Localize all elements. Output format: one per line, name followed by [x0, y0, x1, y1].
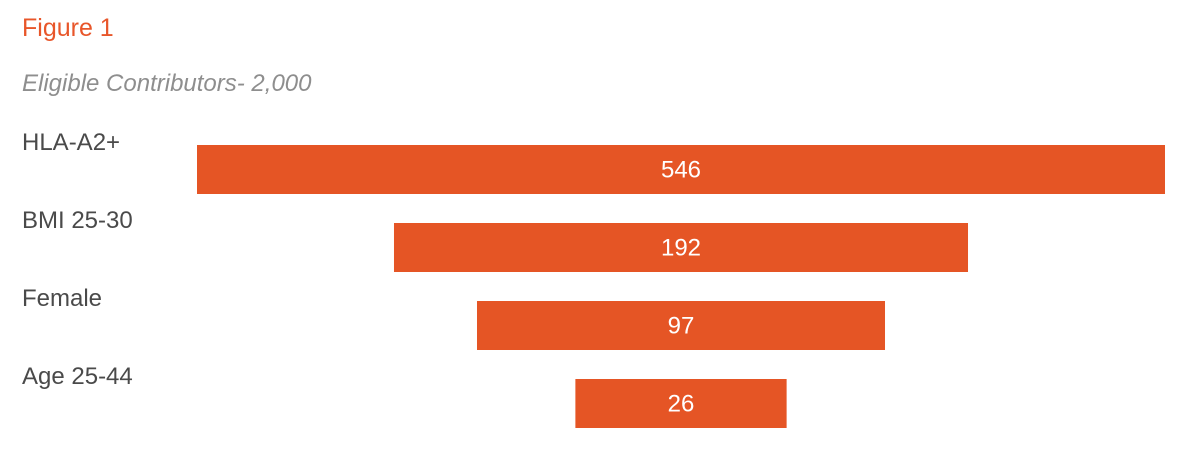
bar-value-label: 26	[668, 391, 695, 418]
category-label: BMI 25-30	[22, 207, 133, 234]
bar-value-label: 546	[661, 157, 701, 184]
funnel-bar	[393, 223, 969, 272]
funnel-bar	[575, 379, 787, 428]
category-label: Female	[22, 285, 102, 312]
category-label: Age 25-44	[22, 363, 133, 390]
funnel-bar	[476, 301, 886, 350]
category-label: HLA-A2+	[22, 129, 120, 156]
bar-value-label: 97	[668, 313, 695, 340]
bar-value-label: 192	[661, 235, 701, 262]
figure-subtitle: Eligible Contributors- 2,000	[22, 70, 312, 97]
figure-title: Figure 1	[22, 14, 114, 42]
funnel-bar	[197, 145, 1165, 194]
